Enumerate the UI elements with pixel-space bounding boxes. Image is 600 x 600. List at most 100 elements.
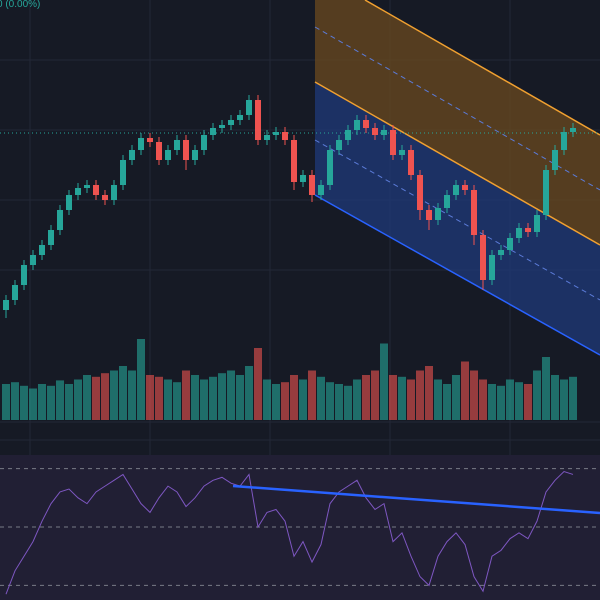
volume-bar <box>569 376 577 420</box>
volume-bar <box>128 370 136 420</box>
candle-body <box>399 150 405 155</box>
candle-body <box>237 115 243 120</box>
volume-bar <box>497 385 505 420</box>
candle-body <box>120 160 126 185</box>
volume-bar <box>452 375 460 420</box>
rsi-trendline <box>232 484 600 515</box>
candle-body <box>39 245 45 255</box>
volume-bar <box>56 380 64 420</box>
volume-bar <box>335 384 343 420</box>
rsi-line <box>5 470 574 595</box>
candle-body <box>372 128 378 135</box>
volume-bar <box>137 339 145 420</box>
candle-body <box>201 135 207 150</box>
channel-bottom <box>314 194 600 356</box>
volume-bar <box>533 370 541 420</box>
volume-bar <box>506 379 514 420</box>
candle-body <box>534 215 540 232</box>
volume-bar <box>317 376 325 420</box>
candle-body <box>471 190 477 235</box>
volume-bar <box>389 375 397 420</box>
volume-bar <box>398 376 406 420</box>
volume-bar <box>281 382 289 420</box>
candle-body <box>228 120 234 125</box>
candle-body <box>165 150 171 160</box>
volume-bar <box>326 382 334 420</box>
volume-bar <box>38 384 46 420</box>
volume-bar <box>110 370 118 420</box>
candle-body <box>174 140 180 150</box>
volume-bar <box>11 382 19 420</box>
candle-body <box>516 228 522 238</box>
lower-channel <box>315 82 600 355</box>
candle-body <box>84 185 90 188</box>
candle-body <box>102 195 108 200</box>
candle-body <box>363 120 369 128</box>
volume-bar <box>272 384 280 420</box>
volume-bar <box>407 379 415 420</box>
volume-bar <box>245 366 253 420</box>
volume-bar <box>443 384 451 420</box>
candle-body <box>417 175 423 210</box>
candle-body <box>489 255 495 280</box>
volume-bar <box>191 375 199 420</box>
volume-bar <box>254 348 262 420</box>
candle-body <box>273 132 279 135</box>
volume-bar <box>65 384 73 420</box>
volume-bar <box>353 379 361 420</box>
candle-body <box>93 185 99 195</box>
candle-body <box>129 150 135 160</box>
candle-body <box>552 150 558 170</box>
volume-bar <box>20 385 28 420</box>
candle-body <box>435 208 441 220</box>
volume-bar <box>146 375 154 420</box>
volume-bar <box>299 379 307 420</box>
candle-body <box>444 195 450 208</box>
candle-body <box>480 235 486 280</box>
candle-body <box>462 185 468 190</box>
candle-body <box>111 185 117 200</box>
volume-bar <box>524 384 532 420</box>
upper-channel <box>315 0 600 245</box>
volume-bar <box>101 373 109 420</box>
channel-top <box>364 0 600 136</box>
volume-bar <box>47 385 55 420</box>
volume-bar <box>380 343 388 420</box>
channel-dash <box>314 139 600 301</box>
candle-body <box>498 250 504 255</box>
candle-body <box>30 255 36 265</box>
volume-bar <box>425 366 433 420</box>
candle-body <box>354 120 360 130</box>
volume-bar <box>371 370 379 420</box>
candle-body <box>66 195 72 210</box>
candle-body <box>408 150 414 175</box>
volume-bar <box>560 379 568 420</box>
candle-body <box>381 130 387 135</box>
candle-body <box>300 175 306 182</box>
candle-body <box>3 300 9 310</box>
candle-body <box>561 132 567 150</box>
volume-bar <box>119 366 127 420</box>
candle-body <box>210 128 216 135</box>
volume-bar <box>416 370 424 420</box>
volume-bar <box>344 385 352 420</box>
candle-body <box>309 175 315 195</box>
volume-bar <box>2 384 10 420</box>
candle-body <box>156 142 162 160</box>
volume-bar <box>479 379 487 420</box>
volume-bar <box>236 375 244 420</box>
candle-body <box>426 210 432 220</box>
volume-bar <box>92 376 100 420</box>
volume-bar <box>155 376 163 420</box>
volume-bar <box>83 375 91 420</box>
volume-bar <box>173 382 181 420</box>
candle-body <box>75 188 81 195</box>
candle-body <box>282 132 288 140</box>
volume-bar <box>290 375 298 420</box>
candle-body <box>507 238 513 250</box>
candle-body <box>219 125 225 128</box>
candle-body <box>318 185 324 195</box>
volume-bar <box>164 379 172 420</box>
